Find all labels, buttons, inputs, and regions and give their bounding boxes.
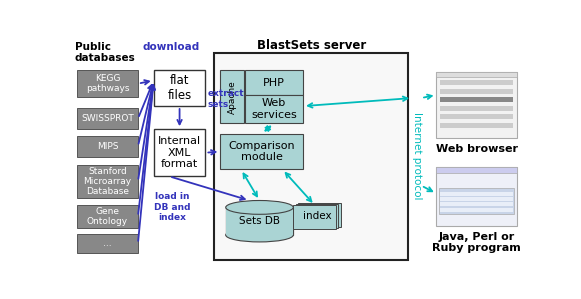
Text: Public
databases: Public databases bbox=[75, 42, 135, 63]
Text: flat
files: flat files bbox=[167, 74, 192, 102]
Bar bbox=[220, 71, 244, 123]
Text: Internet protocol: Internet protocol bbox=[411, 112, 422, 199]
Bar bbox=[225, 208, 293, 235]
Bar bbox=[436, 167, 517, 173]
Bar bbox=[77, 71, 138, 97]
Bar bbox=[296, 204, 338, 228]
Bar bbox=[225, 208, 293, 235]
Text: BlastSets server: BlastSets server bbox=[257, 39, 366, 52]
Text: Comparison
module: Comparison module bbox=[228, 141, 295, 162]
Text: index: index bbox=[303, 211, 331, 221]
Bar bbox=[225, 208, 293, 235]
Bar bbox=[293, 205, 336, 229]
Bar bbox=[440, 123, 513, 128]
Bar bbox=[77, 205, 138, 228]
Bar bbox=[214, 53, 408, 260]
Bar bbox=[440, 115, 513, 120]
Bar bbox=[440, 192, 513, 196]
Bar bbox=[220, 134, 303, 170]
Bar bbox=[77, 136, 138, 157]
Text: SWISSPROT: SWISSPROT bbox=[81, 114, 134, 123]
Text: Stanford
Microarray
Database: Stanford Microarray Database bbox=[84, 167, 131, 196]
Bar bbox=[440, 106, 513, 111]
Ellipse shape bbox=[225, 228, 293, 242]
Bar bbox=[440, 80, 513, 86]
Text: MIPS: MIPS bbox=[97, 142, 119, 151]
Bar bbox=[77, 109, 138, 129]
Bar bbox=[436, 71, 517, 138]
Bar bbox=[77, 234, 138, 254]
Text: Java, Perl or
Ruby program: Java, Perl or Ruby program bbox=[432, 231, 521, 253]
Text: load in
DB and
index: load in DB and index bbox=[153, 193, 190, 222]
Text: Web
services: Web services bbox=[251, 98, 297, 120]
Ellipse shape bbox=[225, 201, 293, 214]
Text: PHP: PHP bbox=[263, 77, 285, 88]
Text: extract
sets: extract sets bbox=[208, 89, 245, 109]
Bar bbox=[153, 71, 206, 106]
Bar bbox=[440, 208, 513, 212]
Text: Web browser: Web browser bbox=[436, 144, 518, 154]
Bar bbox=[436, 71, 517, 77]
Bar bbox=[436, 167, 517, 226]
Bar bbox=[439, 188, 514, 214]
Bar bbox=[440, 89, 513, 94]
Bar bbox=[440, 197, 513, 201]
Text: Gene
Ontology: Gene Ontology bbox=[87, 207, 128, 226]
Text: Internal
XML
format: Internal XML format bbox=[158, 136, 201, 169]
Text: KEGG
pathways: KEGG pathways bbox=[86, 74, 129, 93]
Text: ...: ... bbox=[103, 239, 112, 248]
Bar bbox=[440, 97, 513, 103]
Bar bbox=[440, 202, 513, 207]
Text: download: download bbox=[142, 42, 200, 52]
Bar bbox=[153, 129, 206, 176]
Bar bbox=[77, 165, 138, 198]
Bar bbox=[245, 94, 303, 123]
Text: Apache: Apache bbox=[228, 80, 236, 114]
Bar bbox=[297, 203, 340, 227]
Text: Sets DB: Sets DB bbox=[239, 216, 280, 226]
Bar bbox=[245, 71, 303, 94]
